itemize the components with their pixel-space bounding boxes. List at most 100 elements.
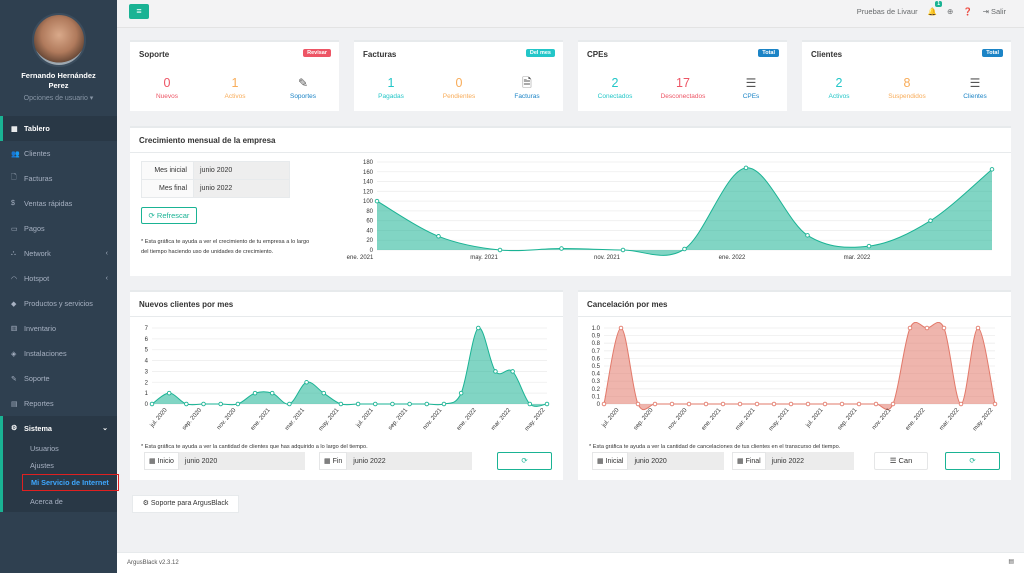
sidebar-item-pagos[interactable]: ▭ Pagos bbox=[0, 216, 117, 241]
data-point[interactable] bbox=[355, 401, 361, 407]
data-point[interactable] bbox=[703, 401, 709, 407]
data-point[interactable] bbox=[958, 401, 964, 407]
new-clients-start-value[interactable]: junio 2020 bbox=[178, 452, 305, 470]
data-point[interactable] bbox=[989, 167, 995, 172]
data-point[interactable] bbox=[652, 401, 658, 407]
data-point[interactable] bbox=[805, 401, 811, 407]
data-point[interactable] bbox=[754, 401, 760, 407]
data-point[interactable] bbox=[201, 401, 206, 407]
data-point[interactable] bbox=[866, 243, 872, 249]
data-point[interactable] bbox=[235, 401, 241, 407]
data-point[interactable] bbox=[682, 246, 687, 252]
sidebar-item-tablero[interactable]: ▦ Tablero bbox=[0, 116, 117, 141]
data-point[interactable] bbox=[975, 325, 981, 331]
data-point[interactable] bbox=[184, 401, 189, 407]
sidebar-item-soporte[interactable]: ✎ Soporte bbox=[0, 366, 117, 391]
user-options-dropdown[interactable]: Opciones de usuario ▾ bbox=[23, 95, 94, 102]
card-stat[interactable]: 17 Desconectados bbox=[653, 76, 713, 100]
new-clients-end-field[interactable]: ▦ Fin junio 2022 bbox=[319, 452, 473, 470]
data-point[interactable] bbox=[620, 247, 626, 253]
data-point[interactable] bbox=[436, 234, 441, 239]
new-clients-end-value[interactable]: junio 2022 bbox=[347, 452, 473, 470]
data-point[interactable] bbox=[166, 390, 172, 396]
new-clients-start-field[interactable]: ▦ Inicio junio 2020 bbox=[144, 452, 305, 470]
data-point[interactable] bbox=[424, 401, 430, 407]
data-point[interactable] bbox=[559, 246, 564, 251]
data-point[interactable] bbox=[992, 401, 998, 407]
data-point[interactable] bbox=[321, 390, 326, 396]
data-point[interactable] bbox=[269, 390, 275, 396]
sidebar-subitem-0[interactable]: Usuarios bbox=[30, 444, 59, 453]
data-point[interactable] bbox=[476, 325, 481, 331]
data-point[interactable] bbox=[856, 401, 862, 407]
data-point[interactable] bbox=[441, 401, 447, 407]
cancellations-end-value[interactable]: junio 2022 bbox=[765, 452, 854, 470]
card-stat[interactable]: 0 Nuevos bbox=[137, 76, 197, 100]
data-point[interactable] bbox=[924, 325, 930, 331]
sidebar-item-instalaciones[interactable]: ◈ Instalaciones bbox=[0, 341, 117, 366]
data-point[interactable] bbox=[928, 218, 933, 223]
cancellations-refresh-button[interactable]: ⟳ bbox=[945, 452, 1000, 470]
new-clients-refresh-button[interactable]: ⟳ bbox=[497, 452, 552, 470]
cancellations-start-field[interactable]: ▦ Inicial junio 2020 bbox=[592, 452, 725, 470]
sidebar-item-inventario[interactable]: ⚅ Inventario bbox=[0, 316, 117, 341]
cancellations-start-value[interactable]: junio 2020 bbox=[628, 452, 725, 470]
data-point[interactable] bbox=[304, 380, 309, 385]
end-month-value[interactable]: junio 2022 bbox=[193, 179, 290, 198]
card-stat[interactable]: 1 Activos bbox=[205, 76, 265, 100]
sidebar-item-ventas-rápidas[interactable]: $ Ventas rápidas bbox=[0, 191, 117, 216]
data-point[interactable] bbox=[788, 401, 794, 407]
sidebar-subitem-3[interactable]: Acerca de bbox=[30, 497, 63, 506]
data-point[interactable] bbox=[458, 390, 464, 396]
refresh-button[interactable]: ⟳ Refrescar bbox=[141, 207, 197, 224]
data-point[interactable] bbox=[493, 369, 498, 374]
sidebar-item-facturas[interactable]: 🗋 Facturas bbox=[0, 166, 117, 191]
data-point[interactable] bbox=[737, 401, 743, 407]
sidebar-subitem-1[interactable]: Ajustes bbox=[30, 461, 54, 470]
card-stat[interactable]: ✎ Soportes bbox=[273, 76, 333, 100]
menu-toggle-button[interactable]: ≡ bbox=[129, 4, 149, 19]
sidebar-item-sistema[interactable]: ⚙ Sistema ⌄ bbox=[3, 416, 117, 440]
sidebar-item-hotspot[interactable]: ◠ Hotspot ‹ bbox=[0, 266, 117, 291]
avatar[interactable] bbox=[31, 13, 86, 67]
data-point[interactable] bbox=[497, 247, 503, 253]
card-stat[interactable]: 2 Conectados bbox=[585, 76, 645, 100]
card-stat[interactable]: 🗎 Facturas bbox=[497, 76, 557, 100]
data-point[interactable] bbox=[890, 401, 896, 407]
card-stat[interactable]: ☰ CPEs bbox=[721, 76, 781, 100]
data-point[interactable] bbox=[907, 325, 913, 331]
card-stat[interactable]: ☰ Clientes bbox=[945, 76, 1005, 100]
data-point[interactable] bbox=[218, 401, 223, 407]
card-stat[interactable]: 1 Pagadas bbox=[361, 76, 421, 100]
data-point[interactable] bbox=[805, 233, 810, 238]
sidebar-item-productos-y-servicios[interactable]: ◆ Productos y servicios bbox=[0, 291, 117, 316]
cancellations-can-button[interactable]: ☰ Can bbox=[874, 452, 928, 470]
help-icon[interactable]: ❓ bbox=[963, 7, 973, 16]
data-point[interactable] bbox=[149, 401, 155, 407]
data-point[interactable] bbox=[686, 401, 692, 407]
start-month-value[interactable]: junio 2020 bbox=[193, 161, 290, 180]
notifications-bell-icon[interactable]: 🔔 1 bbox=[927, 1, 942, 16]
data-point[interactable] bbox=[390, 401, 395, 407]
data-point[interactable] bbox=[374, 198, 380, 204]
argusblack-support-button[interactable]: ⚙ Soporte para ArgusBlack bbox=[132, 495, 239, 513]
data-point[interactable] bbox=[338, 401, 344, 407]
sidebar-item-clientes[interactable]: 👥 Clientes bbox=[0, 141, 117, 166]
data-point[interactable] bbox=[720, 401, 726, 407]
data-point[interactable] bbox=[544, 401, 550, 407]
data-point[interactable] bbox=[822, 401, 828, 407]
data-point[interactable] bbox=[941, 325, 947, 331]
card-stat[interactable]: 8 Suspendidos bbox=[877, 76, 937, 100]
card-stat[interactable]: 0 Pendientes bbox=[429, 76, 489, 100]
data-point[interactable] bbox=[743, 165, 749, 171]
data-point[interactable] bbox=[669, 401, 675, 407]
data-point[interactable] bbox=[407, 401, 412, 407]
data-point[interactable] bbox=[618, 325, 624, 331]
data-point[interactable] bbox=[373, 401, 378, 407]
data-point[interactable] bbox=[510, 369, 515, 374]
data-point[interactable] bbox=[252, 390, 258, 396]
chat-icon[interactable]: ▤ bbox=[1008, 559, 1014, 565]
sidebar-item-reportes[interactable]: ▤ Reportes bbox=[0, 391, 117, 416]
card-stat[interactable]: 2 Activos bbox=[809, 76, 869, 100]
data-point[interactable] bbox=[287, 401, 292, 407]
